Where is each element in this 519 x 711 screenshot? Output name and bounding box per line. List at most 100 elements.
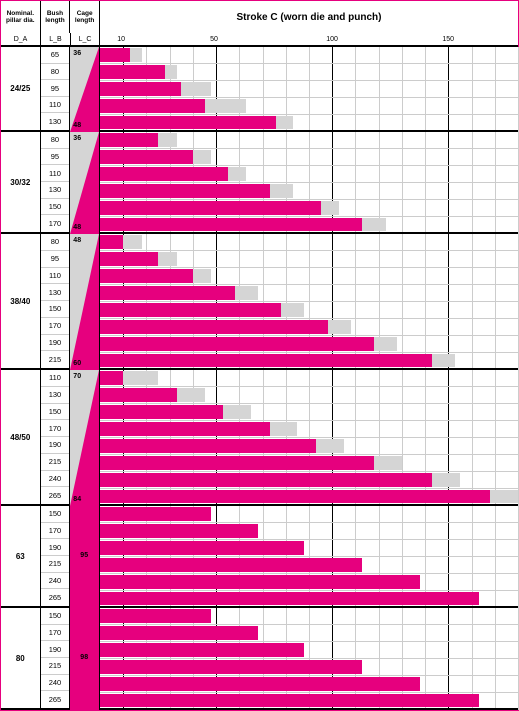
bush-length: 80 [41, 64, 70, 81]
data-panel [100, 47, 518, 710]
bush-length: 150 [41, 301, 70, 318]
data-row [100, 115, 518, 132]
data-row [100, 166, 518, 183]
pillar-dia: 63 [1, 506, 41, 606]
bush-length: 110 [41, 97, 70, 114]
hdr-cage: Cage length [70, 1, 99, 33]
bush-length: 240 [41, 675, 70, 692]
bush-length: 150 [41, 608, 70, 625]
bush-length: 130 [41, 113, 70, 130]
data-row [100, 217, 518, 234]
pillar-dia: 38/40 [1, 234, 41, 368]
data-row [100, 523, 518, 540]
bush-length: 95 [41, 80, 70, 97]
bush-length: 130 [41, 284, 70, 301]
left-panel: 24/25658095110130364830/3280951101301501… [1, 47, 100, 710]
data-row [100, 268, 518, 285]
bush-length: 215 [41, 351, 70, 368]
cage-column: 3648 [70, 47, 99, 132]
bush-length: 240 [41, 573, 70, 590]
data-row [100, 557, 518, 574]
cage-column: 3648 [70, 132, 99, 234]
data-row [100, 149, 518, 166]
data-row [100, 81, 518, 98]
data-row [100, 353, 518, 370]
chart-title: Stroke C (worn die and punch) [100, 1, 518, 33]
bush-length: 190 [41, 641, 70, 658]
bush-length: 80 [41, 132, 70, 149]
data-row [100, 183, 518, 200]
x-axis: 10 50 100 150 [100, 33, 518, 45]
bush-length: 130 [41, 182, 70, 199]
pillar-dia: 30/32 [1, 132, 41, 232]
bush-length: 265 [41, 589, 70, 606]
data-row [100, 591, 518, 608]
axis-tick: 50 [210, 36, 218, 43]
data-row [100, 200, 518, 217]
bush-length: 150 [41, 404, 70, 421]
bush-length: 95 [41, 251, 70, 268]
data-row [100, 387, 518, 404]
bush-length: 170 [41, 625, 70, 642]
stroke-chart: Nominal. pillar dia. Bush length Cage le… [0, 0, 519, 711]
axis-tick: 10 [117, 36, 125, 43]
bush-length: 215 [41, 454, 70, 471]
data-row [100, 47, 518, 64]
bush-length: 190 [41, 539, 70, 556]
data-row [100, 438, 518, 455]
data-row [100, 302, 518, 319]
data-row [100, 421, 518, 438]
cage-column: 95 [70, 506, 99, 608]
data-row [100, 472, 518, 489]
sub-header: D_A L_B L_C 10 50 100 150 [1, 33, 518, 47]
data-row [100, 404, 518, 421]
bush-length: 80 [41, 234, 70, 251]
hdr-bush: Bush length [41, 1, 71, 33]
sub-lb: L_B [41, 33, 71, 45]
bush-length: 215 [41, 556, 70, 573]
axis-tick: 150 [442, 36, 454, 43]
bush-length: 95 [41, 149, 70, 166]
bush-length: 150 [41, 506, 70, 523]
bush-length: 265 [41, 691, 70, 708]
data-row [100, 676, 518, 693]
data-row [100, 251, 518, 268]
axis-tick: 100 [326, 36, 338, 43]
pillar-dia: 80 [1, 608, 41, 708]
bush-length: 110 [41, 370, 70, 387]
data-row [100, 370, 518, 387]
cage-column: 4860 [70, 234, 99, 370]
data-row [100, 693, 518, 710]
sub-da: D_A [1, 33, 41, 45]
bush-length: 170 [41, 523, 70, 540]
data-row [100, 506, 518, 523]
data-row [100, 642, 518, 659]
data-row [100, 285, 518, 302]
data-row [100, 455, 518, 472]
bush-length: 110 [41, 268, 70, 285]
data-row [100, 625, 518, 642]
bush-length: 190 [41, 335, 70, 352]
bush-length: 215 [41, 658, 70, 675]
bush-length: 110 [41, 165, 70, 182]
data-row [100, 132, 518, 149]
data-row [100, 608, 518, 625]
pillar-dia: 48/50 [1, 370, 41, 504]
data-row [100, 98, 518, 115]
pillar-dia: 24/25 [1, 47, 41, 130]
bush-length: 170 [41, 318, 70, 335]
bush-length: 65 [41, 47, 70, 64]
cage-column: 7084 [70, 370, 99, 506]
data-row [100, 540, 518, 557]
bush-length: 190 [41, 437, 70, 454]
data-row [100, 489, 518, 506]
data-row [100, 336, 518, 353]
data-row [100, 234, 518, 251]
data-row [100, 574, 518, 591]
data-row [100, 64, 518, 81]
sub-lc: L_C [71, 33, 100, 45]
bush-length: 265 [41, 487, 70, 504]
bush-length: 170 [41, 215, 70, 232]
header-row: Nominal. pillar dia. Bush length Cage le… [1, 1, 518, 33]
bush-length: 240 [41, 471, 70, 488]
